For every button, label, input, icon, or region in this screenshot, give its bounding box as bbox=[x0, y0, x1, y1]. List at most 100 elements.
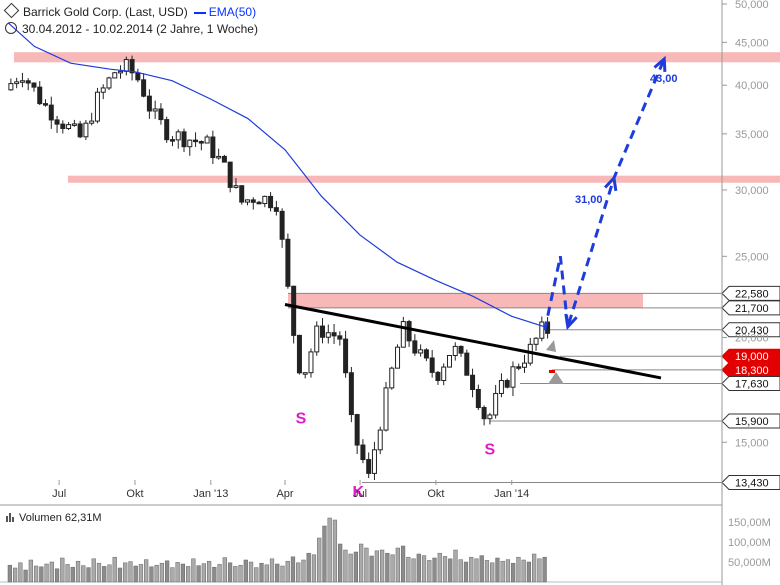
volume-bar bbox=[306, 552, 311, 583]
volume-bar bbox=[175, 562, 180, 583]
candle-body bbox=[273, 207, 279, 212]
projection-path bbox=[543, 58, 666, 331]
volume-bar bbox=[526, 561, 532, 583]
volume-bar bbox=[437, 552, 442, 583]
level-label-box bbox=[721, 362, 780, 378]
candle-body bbox=[256, 201, 262, 205]
candle-body bbox=[400, 321, 406, 348]
ema-legend-line bbox=[193, 11, 206, 14]
price-marker bbox=[549, 370, 555, 373]
volume-bar bbox=[243, 559, 248, 583]
candle-body bbox=[198, 141, 204, 144]
volume-bar bbox=[12, 567, 18, 583]
volume-bar bbox=[406, 556, 411, 583]
volume-bar bbox=[542, 556, 547, 583]
x-tick-label: Okt bbox=[126, 488, 143, 500]
ema-line bbox=[7, 22, 545, 328]
volume-bar bbox=[332, 519, 338, 583]
volume-bar bbox=[280, 565, 285, 583]
level-label: 21,700 bbox=[721, 300, 780, 316]
volume-bars-icon bbox=[6, 513, 15, 525]
candle-body bbox=[48, 104, 54, 121]
volume-bar bbox=[469, 556, 474, 583]
volume-bar bbox=[154, 564, 159, 583]
candle-body bbox=[169, 139, 175, 142]
candle-body bbox=[262, 195, 268, 205]
candle-body bbox=[250, 199, 256, 203]
volume-bar bbox=[311, 554, 317, 583]
volume-bar bbox=[248, 561, 254, 583]
candle-body bbox=[187, 139, 193, 148]
candle-body bbox=[314, 325, 320, 353]
level-label-box bbox=[721, 348, 780, 364]
volume-bar bbox=[338, 543, 343, 583]
candle-body bbox=[348, 372, 354, 416]
level-label-box bbox=[721, 285, 780, 301]
level-label-text: 13,430 bbox=[735, 478, 769, 490]
candle-body bbox=[100, 87, 106, 93]
volume-value: 62,31M bbox=[64, 512, 102, 524]
candle-body bbox=[412, 340, 418, 354]
volume-bar bbox=[369, 555, 374, 583]
candle-body bbox=[227, 161, 233, 188]
candle-body bbox=[343, 338, 349, 374]
volume-bar bbox=[301, 559, 306, 583]
candle-body bbox=[470, 374, 476, 390]
x-tick-label: Jan '14 bbox=[494, 488, 529, 500]
candle-body bbox=[25, 80, 31, 84]
candle-body bbox=[233, 185, 239, 188]
volume-bar bbox=[317, 537, 322, 583]
candle-body bbox=[43, 103, 49, 106]
volume-bar bbox=[474, 558, 479, 583]
projection-arrowhead bbox=[564, 313, 578, 331]
level-label-box bbox=[721, 300, 780, 316]
candle-body bbox=[152, 108, 158, 112]
period-line: 30.04.2012 - 10.02.2014 (2 Jahre, 1 Woch… bbox=[0, 22, 258, 36]
candle-body bbox=[112, 72, 118, 79]
candle-body bbox=[239, 185, 245, 203]
candle-body bbox=[31, 82, 37, 88]
volume-bar bbox=[385, 552, 390, 583]
level-label-text: 18,300 bbox=[735, 365, 769, 377]
y-tick-label: 15,000 bbox=[735, 437, 769, 449]
candle-body bbox=[146, 95, 152, 112]
volume-bar bbox=[49, 561, 54, 583]
volume-bar bbox=[212, 566, 217, 583]
resistance-zones bbox=[14, 52, 780, 308]
candle-body bbox=[337, 335, 343, 340]
candle-body bbox=[118, 70, 124, 74]
candle-body bbox=[360, 444, 366, 461]
candle-body bbox=[94, 91, 100, 122]
candle-body bbox=[429, 357, 435, 373]
volume-bar bbox=[107, 564, 112, 583]
candle-body bbox=[539, 321, 545, 339]
diamond-icon bbox=[3, 2, 20, 19]
volume-bar bbox=[123, 562, 128, 583]
level-label-text: 20,430 bbox=[735, 325, 769, 337]
level-label: 19,000 bbox=[721, 348, 780, 364]
level-label-box bbox=[721, 322, 780, 338]
volume-bar bbox=[112, 556, 117, 583]
volume-bar bbox=[70, 566, 75, 583]
candle-body bbox=[37, 86, 43, 105]
level-label: 13,430 bbox=[721, 475, 780, 491]
x-tick-label: Jan '13 bbox=[193, 488, 228, 500]
candle-body bbox=[423, 349, 429, 359]
volume-bar bbox=[86, 567, 91, 583]
volume-bar bbox=[264, 564, 269, 583]
candle-body bbox=[510, 366, 516, 388]
volume-bar bbox=[411, 558, 416, 583]
candle-body bbox=[268, 195, 274, 209]
volume-bar bbox=[322, 525, 327, 583]
candle-body bbox=[106, 77, 112, 89]
candle-body bbox=[395, 346, 401, 369]
candle-body bbox=[366, 459, 372, 474]
candle-body bbox=[377, 429, 383, 451]
volume-label: Volumen bbox=[19, 512, 62, 524]
volume-bar bbox=[149, 566, 154, 583]
candle-body bbox=[296, 334, 302, 374]
y-tick-label: 45,000 bbox=[735, 37, 769, 49]
volume-bar bbox=[364, 547, 369, 583]
volume-bar bbox=[23, 569, 28, 583]
